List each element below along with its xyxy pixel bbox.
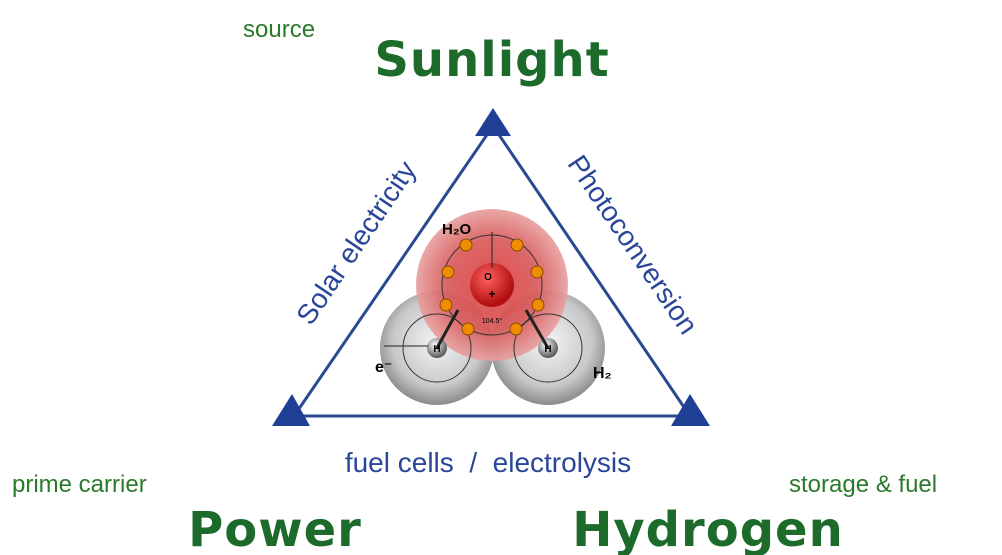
electron <box>462 323 474 335</box>
vertex-marker <box>475 108 511 136</box>
electron-label: e⁻ <box>375 359 392 376</box>
diagram: H₂O O + H H 104.5° e⁻ H₂ Solar electrici… <box>0 0 1002 555</box>
electron <box>532 299 544 311</box>
charge-label: + <box>488 287 495 301</box>
node-label: Hydrogen <box>572 502 844 555</box>
electron <box>460 239 472 251</box>
electron <box>440 299 452 311</box>
hydrogen-label: H <box>544 344 551 355</box>
edge-label: fuel cells / electrolysis <box>345 447 631 478</box>
node-sublabel: prime carrier <box>12 471 147 498</box>
node-sublabel: storage & fuel <box>789 471 937 498</box>
electron <box>442 266 454 278</box>
electron <box>531 266 543 278</box>
hydrogen-label: H <box>433 344 440 355</box>
angle-label: 104.5° <box>482 317 503 325</box>
node-label: Sunlight <box>374 32 609 88</box>
page: { "nodes": [ {"label": "Sunlight", "subl… <box>0 0 1002 555</box>
node-label: Power <box>188 502 362 555</box>
molecule: H₂O O + H H 104.5° e⁻ H₂ <box>375 209 612 405</box>
node-sublabel: source <box>243 16 315 43</box>
oxygen-label: O <box>484 272 492 283</box>
molecule-title: H₂O <box>442 221 471 238</box>
electron <box>510 323 522 335</box>
electron <box>511 239 523 251</box>
hydrogen-gas-label: H₂ <box>593 365 612 382</box>
